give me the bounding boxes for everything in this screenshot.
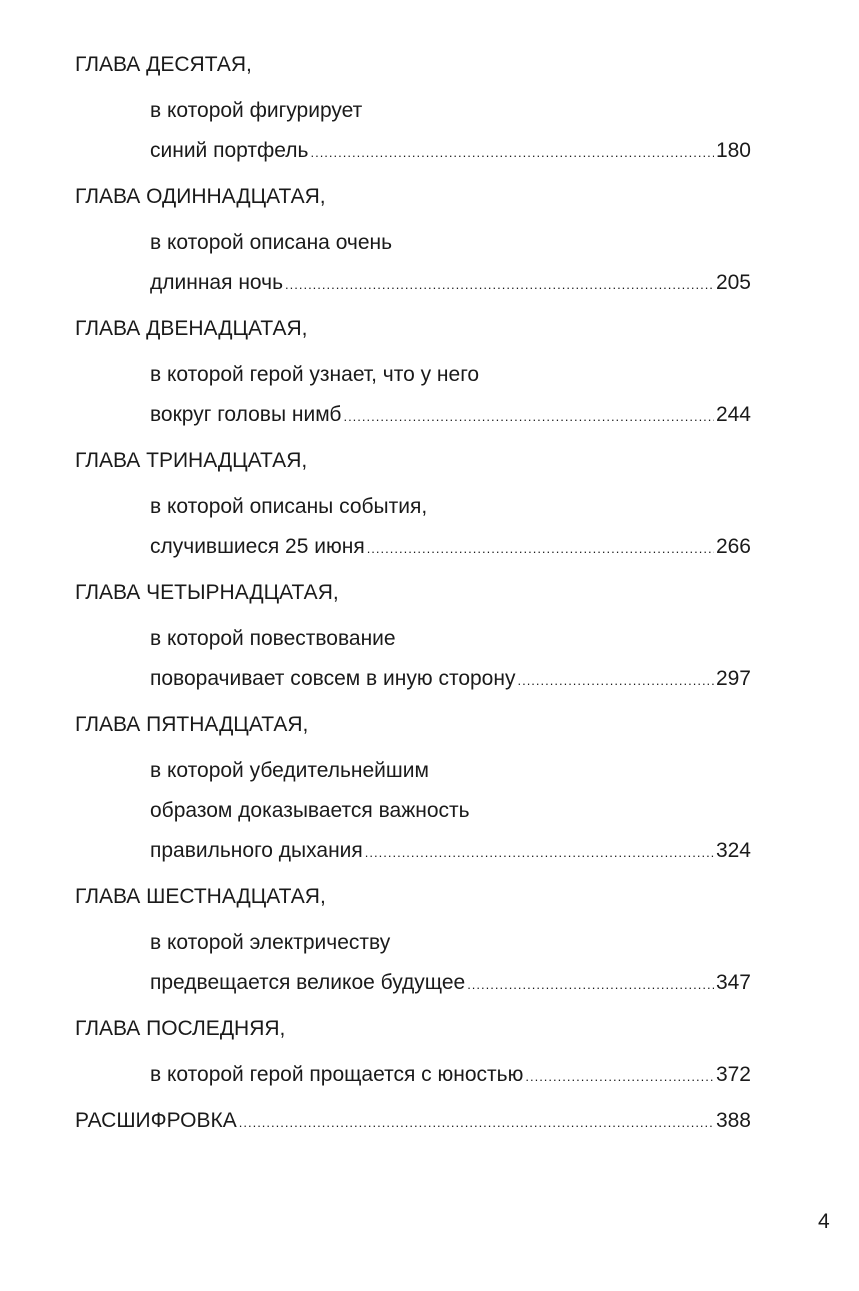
toc-page-number: 297: [715, 667, 751, 690]
page-number: 4: [818, 1210, 830, 1233]
dot-leader: [310, 133, 713, 173]
toc-leader-line: в которой герой прощается с юностью 372: [75, 1055, 751, 1097]
toc-leader-line: предвещается великое будущее 347: [75, 963, 751, 1005]
toc-leader-line: длинная ночь 205: [75, 263, 751, 305]
chapter-subtitle-line: в которой фигурирует: [150, 99, 363, 122]
dot-leader: [239, 1103, 714, 1143]
toc-page-number: 266: [715, 535, 751, 558]
toc-page-number: 372: [715, 1063, 751, 1086]
chapter-subtitle-line: в которой описана очень: [150, 231, 393, 254]
chapter-subtitle-line: в которой электричеству: [150, 931, 391, 954]
toc-page-number: 244: [715, 403, 751, 426]
toc-entry-text: случившиеся 25 июня: [150, 535, 365, 558]
toc-entry: ГЛАВА ЧЕТЫРНАДЦАТАЯ, в которой повествова…: [75, 573, 751, 701]
toc-entry: ГЛАВА ШЕСТНАДЦАТАЯ, в которой электричест…: [75, 877, 751, 1005]
toc-entry-final: РАСШИФРОВКА 388: [75, 1101, 751, 1143]
chapter-heading: ГЛАВА ПОСЛЕДНЯЯ,: [75, 1017, 286, 1040]
dot-leader: [367, 529, 714, 569]
table-of-contents: ГЛАВА ДЕСЯТАЯ, в которой фигурирует синий …: [75, 45, 751, 1147]
toc-entry-text: РАСШИФРОВКА: [75, 1109, 237, 1132]
chapter-subtitle-line: в которой убедительнейшим: [150, 759, 429, 782]
toc-entry: ГЛАВА ДЕСЯТАЯ, в которой фигурирует синий …: [75, 45, 751, 173]
toc-leader-line: вокруг головы нимб 244: [75, 395, 751, 437]
toc-entry-text: синий портфель: [150, 139, 309, 162]
chapter-heading: ГЛАВА ДЕСЯТАЯ,: [75, 53, 252, 76]
toc-leader-line: синий портфель 180: [75, 131, 751, 173]
chapter-heading: ГЛАВА ТРИНАДЦАТАЯ,: [75, 449, 308, 472]
chapter-heading: ГЛАВА ДВЕНАДЦАТАЯ,: [75, 317, 308, 340]
chapter-subtitle-line: образом доказывается важность: [150, 799, 470, 822]
dot-leader: [525, 1057, 714, 1097]
toc-page-number: 324: [715, 839, 751, 862]
toc-page-number: 205: [715, 271, 751, 294]
toc-leader-line: поворачивает совсем в иную сторону 297: [75, 659, 751, 701]
dot-leader: [467, 965, 714, 1005]
toc-leader-line: РАСШИФРОВКА 388: [75, 1101, 751, 1143]
toc-page-number: 347: [715, 971, 751, 994]
toc-page-number: 388: [715, 1109, 751, 1132]
dot-leader: [517, 661, 713, 701]
chapter-subtitle-line: в которой описаны события,: [150, 495, 428, 518]
chapter-heading: ГЛАВА ОДИННАДЦАТАЯ,: [75, 185, 326, 208]
toc-entry-text: длинная ночь: [150, 271, 284, 294]
toc-entry: ГЛАВА ПОСЛЕДНЯЯ, в которой герой прощаетс…: [75, 1009, 751, 1097]
chapter-subtitle-line: в которой повествование: [150, 627, 396, 650]
chapter-heading: ГЛАВА ПЯТНАДЦАТАЯ,: [75, 713, 309, 736]
toc-page-number: 180: [715, 139, 751, 162]
toc-entry: ГЛАВА ДВЕНАДЦАТАЯ, в которой герой узнает…: [75, 309, 751, 437]
dot-leader: [285, 265, 714, 305]
toc-entry: ГЛАВА ПЯТНАДЦАТАЯ, в которой убедительней…: [75, 705, 751, 873]
toc-entry-text: в которой герой прощается с юностью: [150, 1063, 524, 1086]
toc-entry-text: вокруг головы нимб: [150, 403, 342, 426]
dot-leader: [343, 397, 714, 437]
toc-entry-text: предвещается великое будущее: [150, 971, 466, 994]
chapter-heading: ГЛАВА ШЕСТНАДЦАТАЯ,: [75, 885, 326, 908]
chapter-subtitle-line: в которой герой узнает, что у него: [150, 363, 480, 386]
toc-entry-text: правильного дыхания: [150, 839, 363, 862]
toc-entry-text: поворачивает совсем в иную сторону: [150, 667, 516, 690]
toc-entry: ГЛАВА ОДИННАДЦАТАЯ, в которой описана оче…: [75, 177, 751, 305]
toc-leader-line: правильного дыхания 324: [75, 831, 751, 873]
toc-entry: ГЛАВА ТРИНАДЦАТАЯ, в которой описаны собы…: [75, 441, 751, 569]
dot-leader: [365, 833, 714, 873]
chapter-heading: ГЛАВА ЧЕТЫРНАДЦАТАЯ,: [75, 581, 339, 604]
toc-leader-line: случившиеся 25 июня 266: [75, 527, 751, 569]
